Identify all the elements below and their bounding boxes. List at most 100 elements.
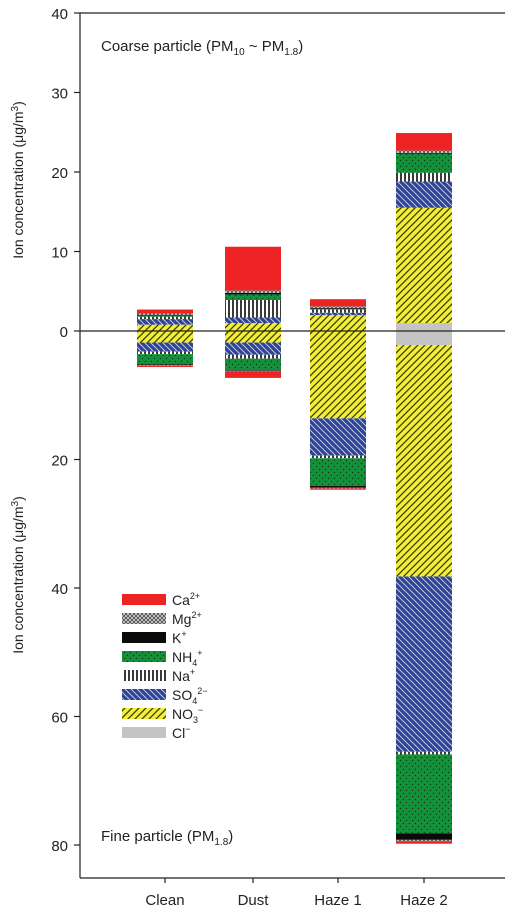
legend-label-k: K+ (172, 629, 187, 646)
legend-label-ca2: Ca2+ (172, 591, 200, 608)
bar-fine-dust-na (225, 354, 281, 359)
axis-labels: Ion concentration (μg/m3) Ion concentrati… (10, 38, 303, 848)
bar-coarse-haze-1-k (310, 307, 366, 309)
bar-fine-clean-so42 (137, 342, 193, 352)
bar-coarse-haze-2-na (396, 172, 452, 182)
bar-fine-haze-1-k (310, 485, 366, 488)
bar-fine-haze-2-mg2 (396, 839, 452, 842)
bar-fine-haze-2-k (396, 833, 452, 840)
bar-coarse-clean-nh4 (137, 315, 193, 317)
bar-fine-dust-so42 (225, 342, 281, 355)
tick-upper-10-label: 10 (51, 245, 68, 262)
x-label-dust: Dust (238, 892, 270, 909)
bar-fine-haze-1-nh4 (310, 458, 366, 486)
bar-fine-haze-2-nh4 (396, 754, 452, 834)
bar-coarse-dust-ca2 (225, 246, 281, 291)
bar-fine-dust-k (225, 370, 281, 371)
bar-fine-clean-mg2 (137, 365, 193, 366)
bar-coarse-haze-2-nh4 (396, 153, 452, 173)
legend-item-cl: Cl− (122, 724, 191, 741)
bar-fine-clean-nh4 (137, 354, 193, 365)
bar-coarse-haze-1-nh4 (310, 308, 366, 310)
bar-coarse-haze-2-k (396, 152, 452, 154)
x-label-haze-2: Haze 2 (400, 892, 448, 909)
legend-item-so42: SO42− (122, 686, 208, 706)
tick-upper-0-label: 0 (60, 324, 68, 341)
legend-item-nh4: NH4+ (122, 648, 203, 668)
legend-swatch-na (122, 670, 166, 681)
legend: Ca2+ Mg2+ K+ NH4+Na+ SO42−NO3−Cl− (122, 591, 208, 741)
legend-item-k: K+ (122, 629, 187, 646)
legend-swatch-nh4 (122, 651, 166, 662)
bar-fine-haze-2-no3 (396, 345, 452, 577)
bar-coarse-dust-so42 (225, 317, 281, 324)
bar-coarse-haze-2-ca2 (396, 133, 452, 151)
legend-label-mg2: Mg2+ (172, 610, 202, 627)
bar-coarse-clean-ca2 (137, 309, 193, 314)
tick-lower-20-label: 20 (51, 453, 68, 470)
legend-label-no3: NO3− (172, 705, 203, 725)
y-axis-label-coarse: Ion concentration (μg/m3) (10, 101, 26, 259)
bar-coarse-clean-k (137, 315, 193, 316)
annotation-fine: Fine particle (PM1.8) (101, 828, 233, 848)
bar-coarse-haze-1-so42 (310, 312, 366, 316)
bar-coarse-dust-mg2 (225, 290, 281, 293)
bar-fine-dust-nh4 (225, 358, 281, 371)
bar-coarse-haze-1-mg2 (310, 306, 366, 308)
tick-lower-60-label: 60 (51, 710, 68, 727)
legend-label-nh4: NH4+ (172, 648, 203, 668)
bar-fine-haze-1-so42 (310, 418, 366, 456)
bar-coarse-haze-2-cl (396, 323, 452, 331)
bar-coarse-dust-na (225, 299, 281, 318)
bar-fine-clean-no3 (137, 331, 193, 343)
legend-item-no3: NO3− (122, 705, 203, 725)
bar-coarse-clean-so42 (137, 319, 193, 325)
bar-fine-dust-ca2 (225, 371, 281, 378)
bar-fine-haze-1-mg2 (310, 487, 366, 489)
bar-fine-haze-1-na (310, 455, 366, 459)
tick-lower-80-label: 80 (51, 838, 68, 855)
tick-upper-20-label: 20 (51, 165, 68, 182)
bar-coarse-haze-1-ca2 (310, 299, 366, 307)
x-label-haze-1: Haze 1 (314, 892, 362, 909)
bar-fine-dust-no3 (225, 331, 281, 343)
axes: 0 10 20 30 40 20 40 60 80 Clean Dust Haze 1 Haze 2 (51, 6, 505, 909)
bar-coarse-haze-1-no3 (310, 315, 366, 331)
legend-item-ca2: Ca2+ (122, 591, 200, 608)
annotation-coarse: Coarse particle (PM10 ~ PM1.8) (101, 38, 303, 58)
legend-item-mg2: Mg2+ (122, 610, 202, 627)
bar-fine-haze-2-cl (396, 331, 452, 346)
bar-coarse-dust-k (225, 292, 281, 295)
bar-fine-haze-2-so42 (396, 576, 452, 752)
bar-coarse-haze-2-no3 (396, 207, 452, 324)
legend-swatch-mg2 (122, 613, 166, 624)
tick-upper-40-label: 40 (51, 6, 68, 23)
bar-coarse-haze-2-mg2 (396, 150, 452, 153)
legend-swatch-cl (122, 727, 166, 738)
legend-item-na: Na+ (122, 667, 195, 684)
legend-swatch-k (122, 632, 166, 643)
legend-label-na: Na+ (172, 667, 195, 684)
y-axis-label-fine: Ion concentration (μg/m3) (10, 496, 26, 654)
legend-label-cl: Cl− (172, 724, 191, 741)
bar-coarse-clean-mg2 (137, 313, 193, 316)
bar-fine-dust-mg2 (225, 370, 281, 372)
bar-fine-haze-1-ca2 (310, 488, 366, 490)
legend-swatch-ca2 (122, 594, 166, 605)
bar-fine-haze-1-no3 (310, 331, 366, 419)
legend-swatch-so42 (122, 689, 166, 700)
legend-label-so42: SO42− (172, 686, 208, 706)
tick-lower-40-label: 40 (51, 581, 68, 598)
bar-fine-clean-k (137, 364, 193, 366)
bar-fine-clean-ca2 (137, 365, 193, 367)
bar-coarse-dust-nh4 (225, 294, 281, 300)
bar-coarse-clean-na (137, 316, 193, 320)
bar-fine-haze-2-ca2 (396, 841, 452, 844)
x-label-clean: Clean (145, 892, 184, 909)
bar-coarse-clean-no3 (137, 324, 193, 331)
bar-coarse-haze-2-so42 (396, 181, 452, 208)
bar-fine-haze-2-na (396, 751, 452, 755)
bar-fine-clean-na (137, 351, 193, 355)
